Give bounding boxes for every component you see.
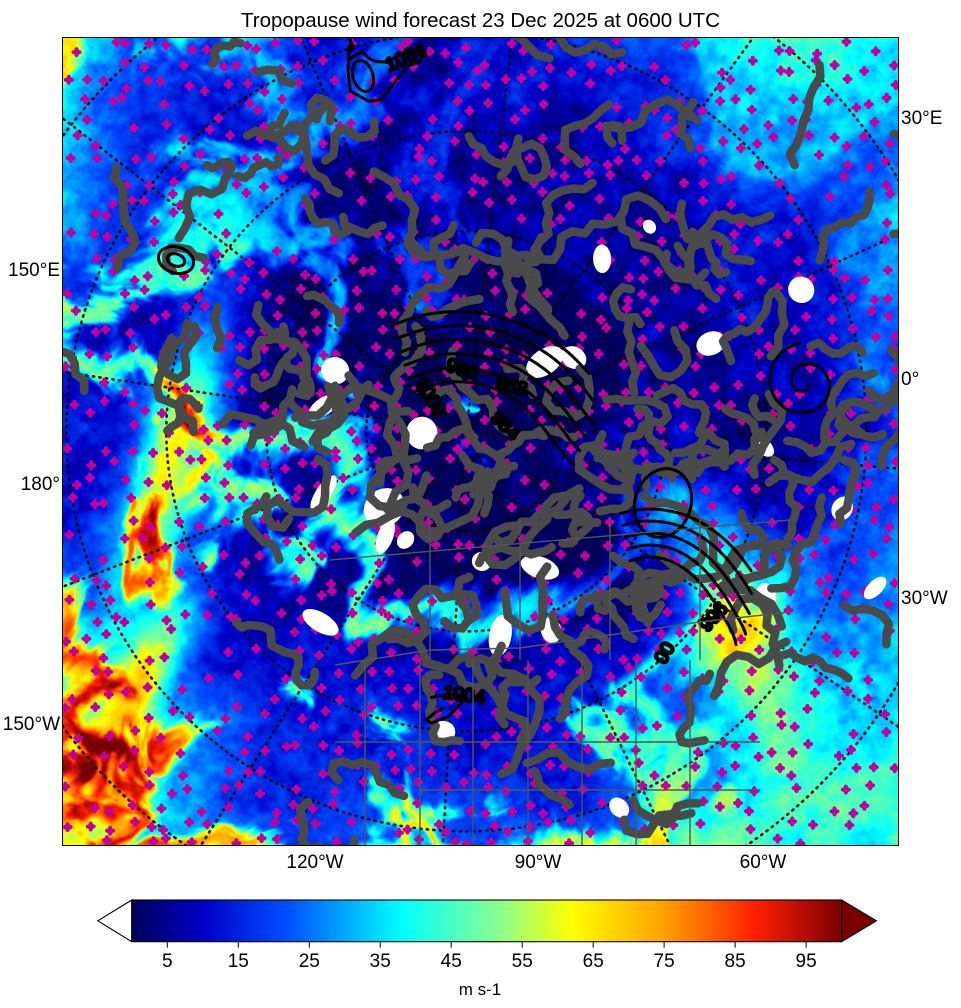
- svg-text:35: 35: [370, 951, 391, 972]
- svg-text:75: 75: [654, 951, 675, 972]
- svg-text:65: 65: [583, 951, 604, 972]
- svg-text:1004: 1004: [441, 682, 486, 709]
- svg-text:95: 95: [796, 951, 817, 972]
- svg-text:996: 996: [696, 599, 733, 637]
- svg-text:15: 15: [228, 951, 249, 972]
- svg-text:45: 45: [441, 951, 462, 972]
- svg-text:85: 85: [725, 951, 746, 972]
- svg-text:55: 55: [512, 951, 533, 972]
- svg-text:5: 5: [162, 951, 173, 972]
- svg-text:25: 25: [299, 951, 320, 972]
- svg-text:m s-1: m s-1: [459, 980, 502, 999]
